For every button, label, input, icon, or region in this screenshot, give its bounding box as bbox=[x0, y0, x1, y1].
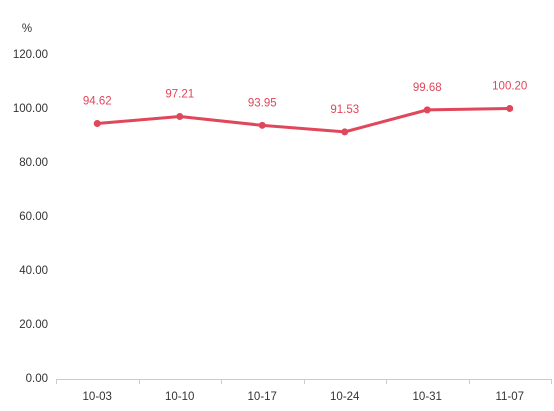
data-label: 99.68 bbox=[413, 82, 442, 94]
x-tick-label: 10-31 bbox=[413, 391, 442, 403]
y-tick-label: 120.00 bbox=[13, 49, 48, 61]
x-tick-label: 10-10 bbox=[165, 391, 194, 403]
y-tick-label: 80.00 bbox=[19, 157, 48, 169]
point bbox=[258, 121, 266, 129]
y-tick-label: 100.00 bbox=[13, 103, 48, 115]
point bbox=[176, 113, 184, 121]
y-tick-label: 60.00 bbox=[19, 211, 48, 223]
x-tick-label: 11-07 bbox=[495, 391, 524, 403]
x-tick-label: 10-17 bbox=[248, 391, 277, 403]
x-tick-label: 10-03 bbox=[83, 391, 112, 403]
y-tick-label: 0.00 bbox=[26, 373, 48, 385]
line bbox=[97, 106, 510, 134]
data-label: 94.62 bbox=[83, 96, 112, 108]
point bbox=[341, 128, 349, 136]
point bbox=[423, 106, 431, 114]
data-label: 91.53 bbox=[330, 104, 359, 116]
data-label: 100.20 bbox=[492, 80, 527, 92]
y-tick-label: 40.00 bbox=[19, 265, 48, 277]
data-label: 97.21 bbox=[165, 89, 194, 101]
y-axis-label: % bbox=[22, 23, 32, 35]
data-label: 93.95 bbox=[248, 97, 277, 109]
point bbox=[93, 120, 101, 128]
y-tick-label: 20.00 bbox=[19, 319, 48, 331]
x-tick-label: 10-24 bbox=[330, 391, 360, 403]
point bbox=[506, 104, 514, 112]
